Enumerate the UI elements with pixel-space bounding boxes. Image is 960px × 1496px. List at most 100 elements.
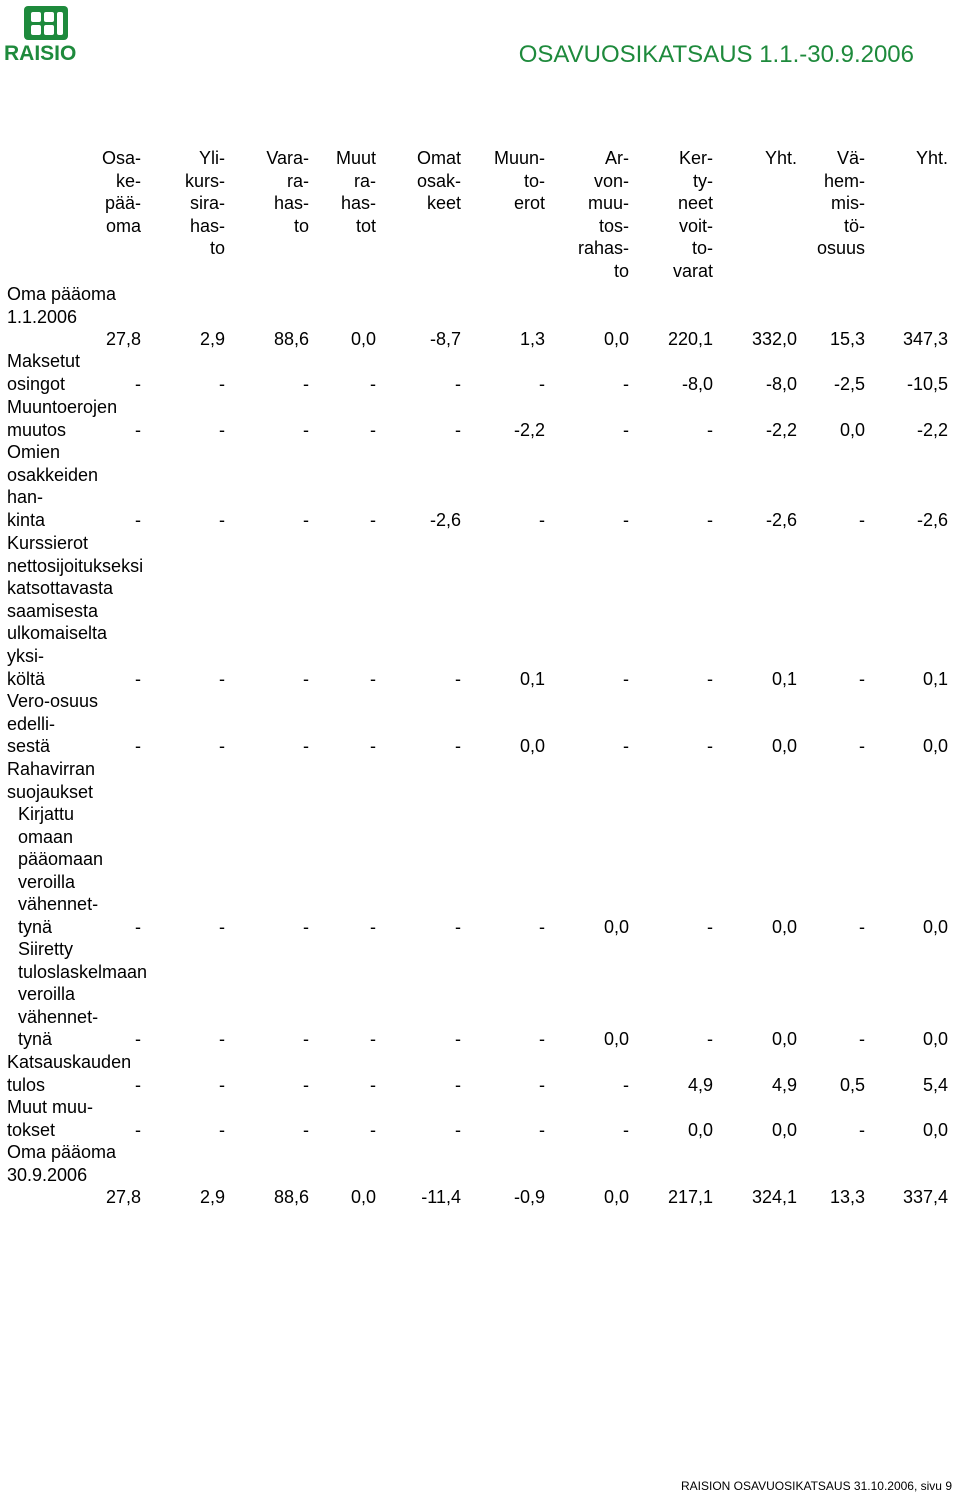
row-label: tokset [7, 1119, 56, 1140]
table-cell: 0,0 [771, 917, 797, 937]
row-label: Oma pääoma [7, 284, 117, 304]
table-cell: 15,3 [829, 329, 865, 349]
column-header-line: varat [672, 260, 713, 281]
table-cell: -2,6 [765, 509, 797, 530]
row-label: edelli- [7, 713, 56, 734]
table-cell: -8,0 [765, 373, 797, 394]
table-cell: 0,0 [922, 1119, 948, 1140]
table-cell: 347,3 [902, 329, 948, 349]
column-header-line: mis- [831, 193, 865, 214]
table-cell: - [135, 1074, 141, 1095]
row-label: Muuntoerojen [7, 397, 118, 417]
table-cell: - [455, 373, 461, 394]
row-label: ulkomaiselta [7, 623, 108, 644]
column-header-line: tos- [598, 215, 629, 236]
table-cell: - [219, 1029, 225, 1050]
table-cell: -8,7 [429, 329, 461, 349]
table-cell: - [370, 668, 376, 689]
table-cell: - [539, 1074, 545, 1095]
column-header: Yht. [717, 147, 797, 170]
table-cell: 0,0 [687, 1119, 713, 1140]
table-cell: - [623, 373, 629, 394]
column-header: Omat osak-keet [381, 147, 461, 215]
table-cell: - [623, 736, 629, 756]
table-cell: 4,9 [771, 1074, 797, 1095]
table-cell: 324,1 [751, 1187, 797, 1207]
column-header: Vara-ra-has-to [229, 147, 309, 237]
table-cell: - [303, 509, 309, 530]
table-cell: - [859, 1119, 865, 1140]
table-cell: - [455, 736, 461, 756]
row-label: tulos [7, 1074, 46, 1095]
table-cell: 0,0 [603, 917, 629, 937]
column-header-line: hem- [823, 170, 865, 191]
document-title: OSAVUOSIKATSAUS 1.1.-30.9.2006 [518, 41, 914, 68]
table-cell: 0,0 [519, 736, 545, 756]
table-cell: - [219, 509, 225, 530]
row-label: suojaukset [7, 781, 94, 802]
column-header-line: voit- [678, 215, 713, 236]
table-cell: - [455, 419, 461, 440]
table-cell: - [135, 419, 141, 440]
table-cell: - [707, 1029, 713, 1050]
table-cell: -2,2 [765, 419, 797, 440]
table-cell: - [707, 419, 713, 440]
table-cell: - [859, 1029, 865, 1050]
table-cell: -8,0 [681, 373, 713, 394]
row-label: osakkeiden [7, 464, 99, 485]
column-header-line: oma [105, 215, 141, 236]
row-label: tynä [18, 1029, 53, 1050]
table-cell: - [370, 736, 376, 756]
row-label: muutos [7, 419, 67, 440]
table-cell: - [135, 1119, 141, 1140]
column-header-line: erot [513, 193, 545, 214]
table-cell: 0,0 [922, 917, 948, 937]
row-label: Oma pääoma [7, 1142, 117, 1162]
column-header-line: muu- [587, 193, 629, 214]
row-label: tynä [18, 917, 53, 937]
table-cell: - [370, 1119, 376, 1140]
column-header-line: Osa- [101, 148, 141, 168]
table-cell: - [370, 1029, 376, 1050]
table-cell: - [219, 419, 225, 440]
column-header-line: ke- [115, 170, 141, 191]
column-header-line: neet [677, 193, 713, 214]
table-cell: - [623, 1119, 629, 1140]
table-cell: - [303, 1074, 309, 1095]
table-cell: - [219, 373, 225, 394]
table-cell: - [135, 917, 141, 937]
table-cell: 0,0 [922, 1029, 948, 1050]
table-cell: - [135, 1029, 141, 1050]
table-cell: 88,6 [273, 329, 309, 349]
table-cell: - [455, 1029, 461, 1050]
row-label: han- [7, 487, 44, 508]
table-cell: 5,4 [922, 1074, 948, 1095]
table-cell: - [370, 419, 376, 440]
column-header: Osa-ke-pää-oma [61, 147, 141, 237]
row-label: 1.1.2006 [7, 306, 78, 327]
table-cell: 220,1 [667, 329, 713, 349]
table-cell: - [539, 373, 545, 394]
table-cell: -0,9 [513, 1187, 545, 1207]
table-cell: 0,0 [350, 329, 376, 349]
column-header-line: sira- [190, 193, 225, 214]
column-header-line: pää- [104, 193, 141, 214]
table-cell: - [303, 917, 309, 937]
table-cell: - [303, 736, 309, 756]
column-header-line: tö- [843, 215, 865, 236]
row-label: Rahavirran [7, 759, 96, 779]
column-header-line: ra- [354, 170, 376, 191]
column-header-line: ra- [287, 170, 309, 191]
column-header: Ar-von-muu-tos-rahas-to [549, 147, 629, 283]
table-cell: 332,0 [751, 329, 797, 349]
table-cell: - [370, 509, 376, 530]
table-cell: - [303, 373, 309, 394]
row-label: sestä [7, 736, 51, 757]
row-label: veroilla [18, 984, 76, 1005]
table-cell: - [135, 668, 141, 689]
logo-wordmark: RAISIO [4, 42, 77, 65]
column-header-line: Yht. [915, 148, 948, 168]
table-cell: -2,2 [916, 419, 948, 440]
column-header-line: has- [273, 193, 309, 214]
column-header-line: has- [340, 193, 376, 214]
